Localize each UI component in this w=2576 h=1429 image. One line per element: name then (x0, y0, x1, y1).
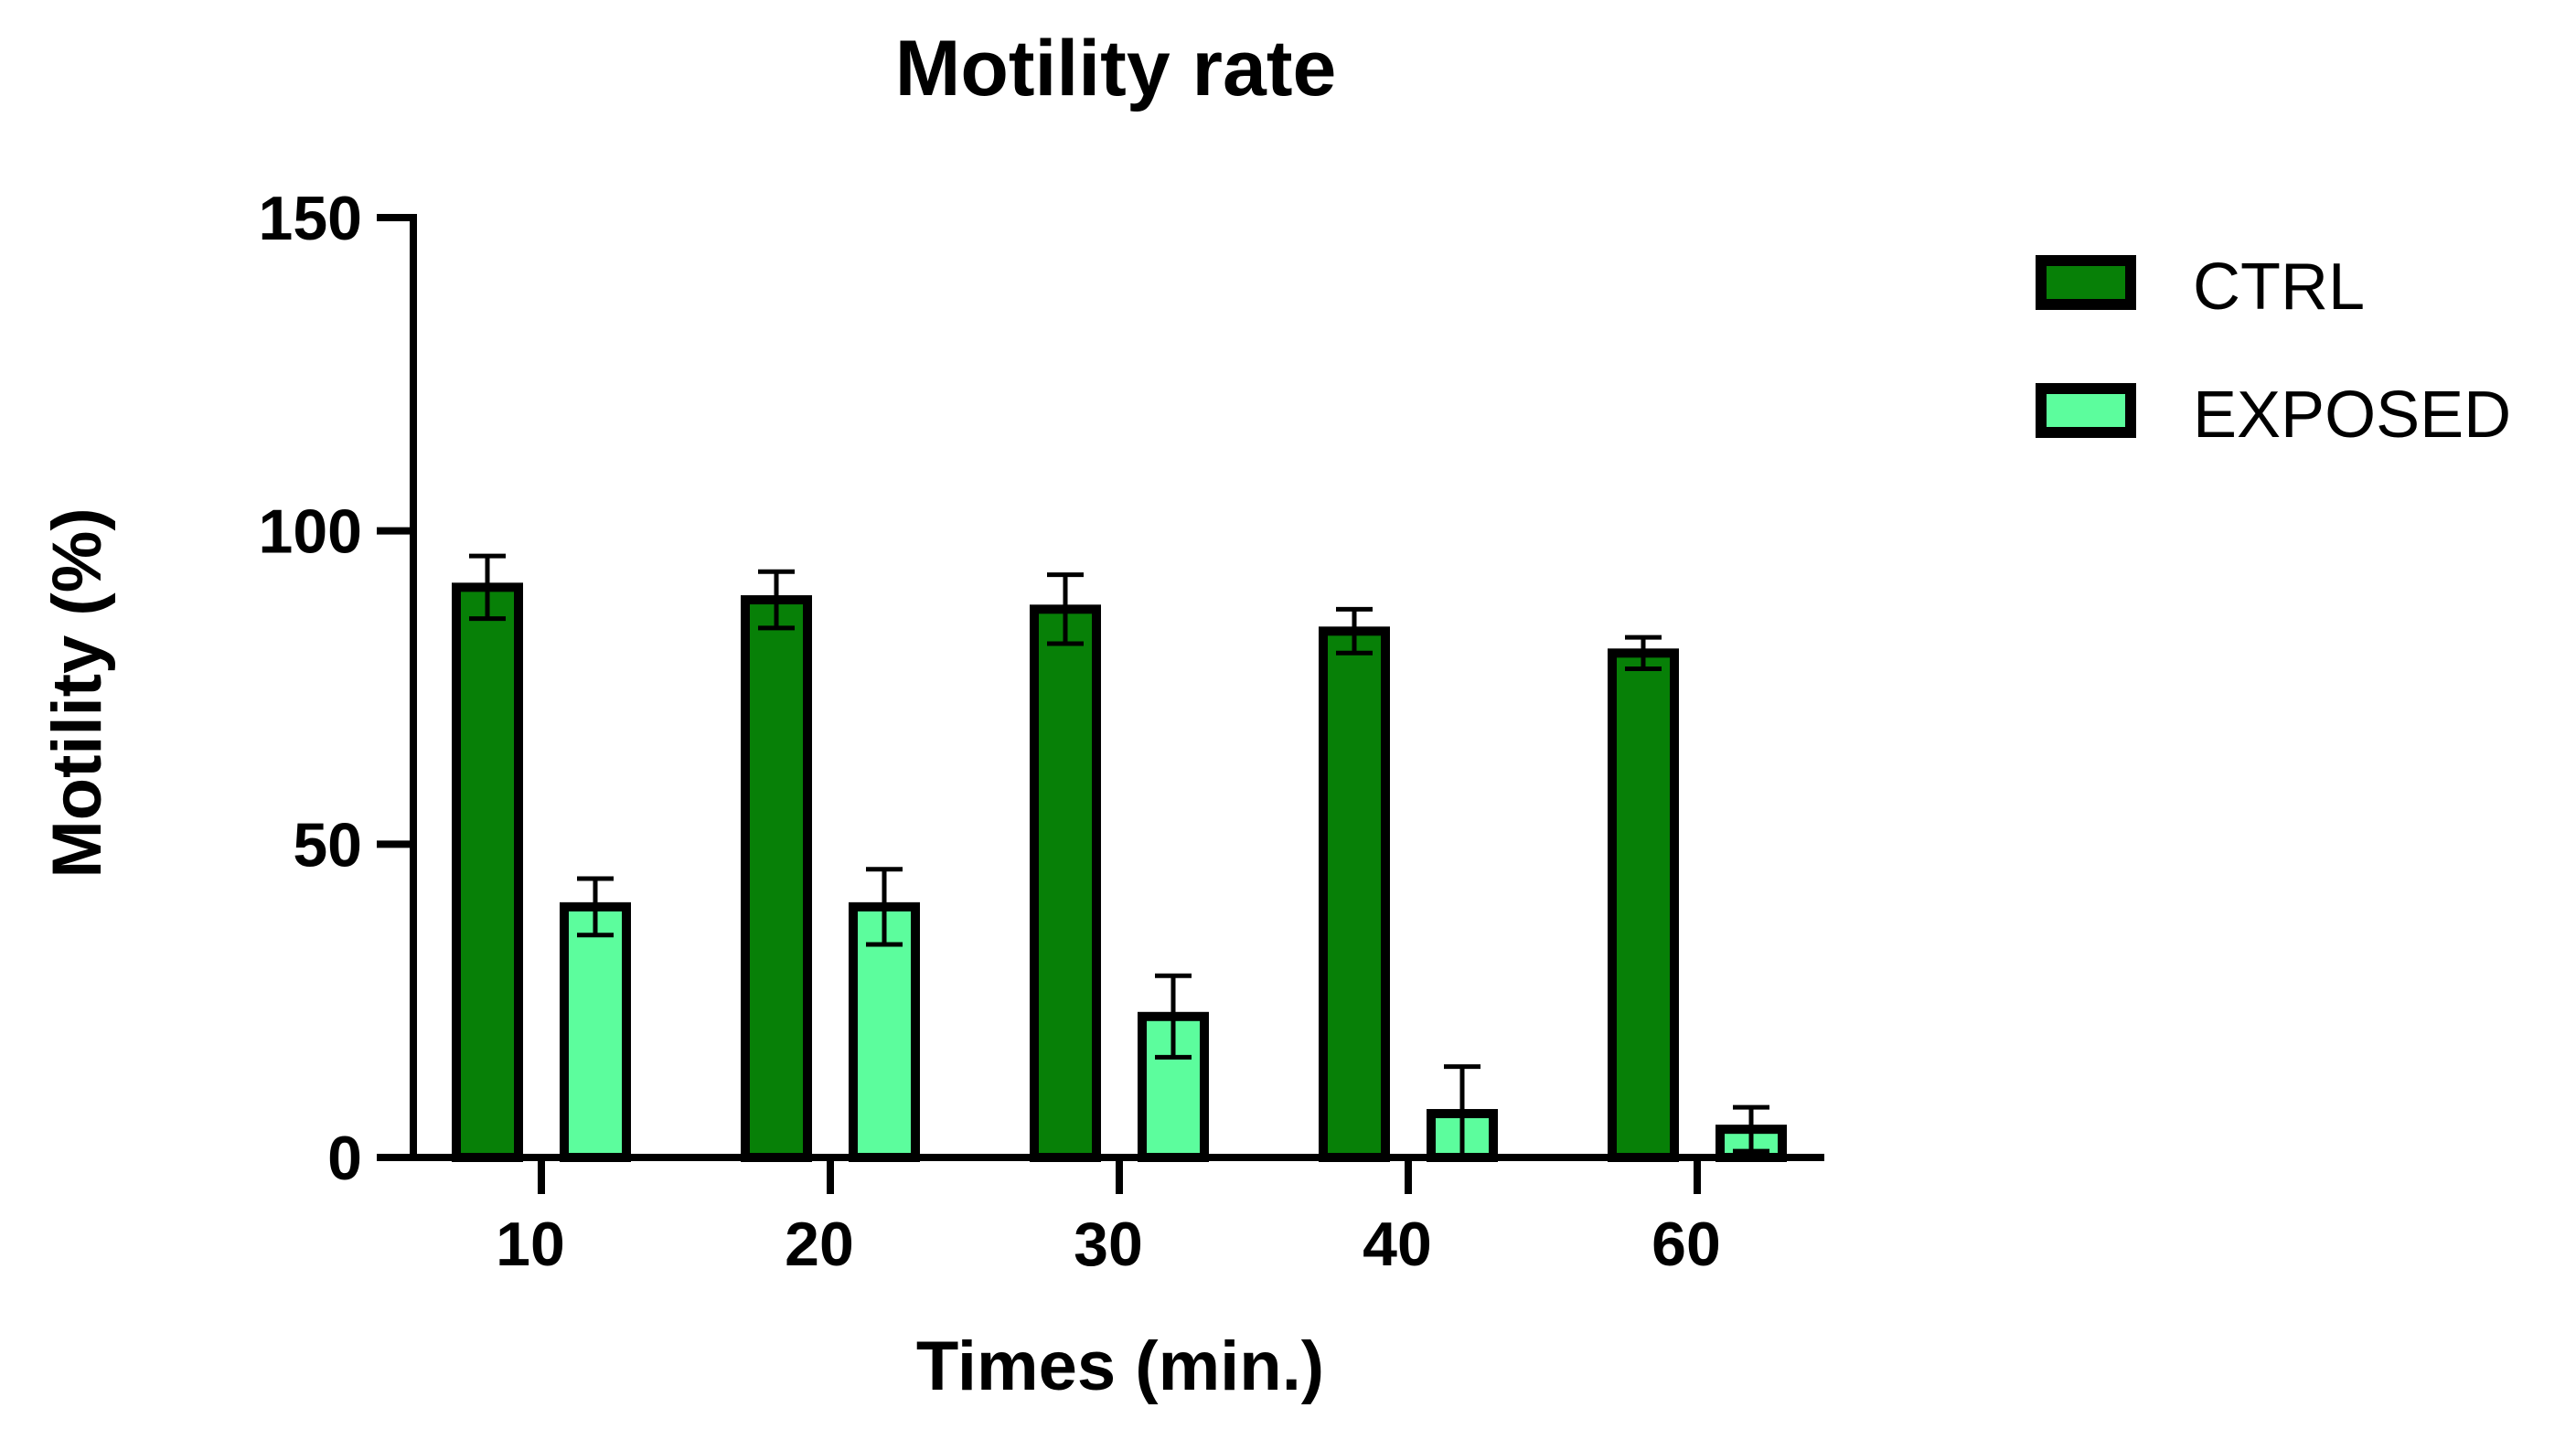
bar-ctrl-10 (452, 582, 523, 1162)
legend-swatch-exposed (2036, 383, 2136, 438)
legend-label-ctrl: CTRL (2193, 251, 2365, 324)
x-tick-label: 30 (1074, 1210, 1143, 1279)
legend-swatch-ctrl (2036, 255, 2136, 310)
y-axis-title: Motility (%) (38, 507, 116, 878)
y-tick-label: 50 (293, 810, 362, 880)
bar-ctrl-20 (741, 595, 812, 1162)
x-tick-label: 60 (1651, 1210, 1721, 1279)
bar-ctrl-30 (1030, 604, 1101, 1162)
legend-label-exposed: EXPOSED (2193, 379, 2511, 452)
x-axis-title: Times (min.) (916, 1328, 1324, 1405)
bar-exposed-20 (849, 901, 920, 1162)
y-axis-ticks: 0 50 100 150 (259, 184, 413, 1193)
x-tick-label: 20 (785, 1210, 854, 1279)
bar-exposed-10 (560, 901, 631, 1162)
x-tick-label: 40 (1363, 1210, 1432, 1279)
bar-ctrl-40 (1319, 626, 1390, 1162)
y-tick-label: 150 (259, 184, 362, 253)
x-tick-label: 10 (496, 1210, 565, 1279)
bar-ctrl-60 (1608, 648, 1679, 1162)
chart-title: Motility rate (895, 25, 1337, 112)
x-axis-ticks: 10 20 30 40 60 (496, 1157, 1721, 1279)
y-tick-label: 0 (327, 1124, 362, 1193)
axes (410, 214, 1824, 1161)
bar-series (452, 553, 1787, 1163)
legend: CTRL EXPOSED (2036, 251, 2511, 452)
y-tick-label: 100 (259, 497, 362, 567)
